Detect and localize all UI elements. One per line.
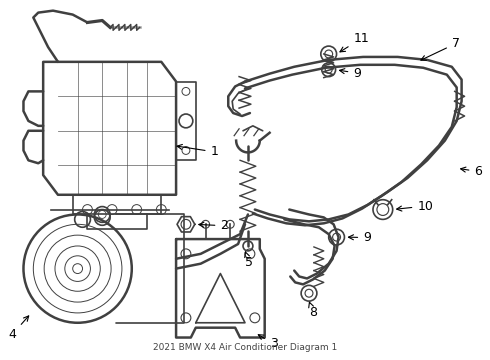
Text: 6: 6 — [461, 165, 482, 178]
Text: 2: 2 — [199, 219, 228, 232]
Text: 11: 11 — [340, 32, 369, 52]
Text: 1: 1 — [177, 144, 219, 158]
Text: 5: 5 — [245, 252, 253, 269]
Text: 9: 9 — [340, 67, 361, 80]
Text: 7: 7 — [421, 37, 460, 60]
Text: 4: 4 — [9, 316, 29, 341]
Text: 8: 8 — [309, 302, 317, 319]
Text: 9: 9 — [348, 231, 371, 244]
Text: 3: 3 — [258, 335, 277, 350]
Text: 2021 BMW X4 Air Conditioner Diagram 1: 2021 BMW X4 Air Conditioner Diagram 1 — [153, 343, 337, 352]
Text: 10: 10 — [397, 199, 433, 212]
